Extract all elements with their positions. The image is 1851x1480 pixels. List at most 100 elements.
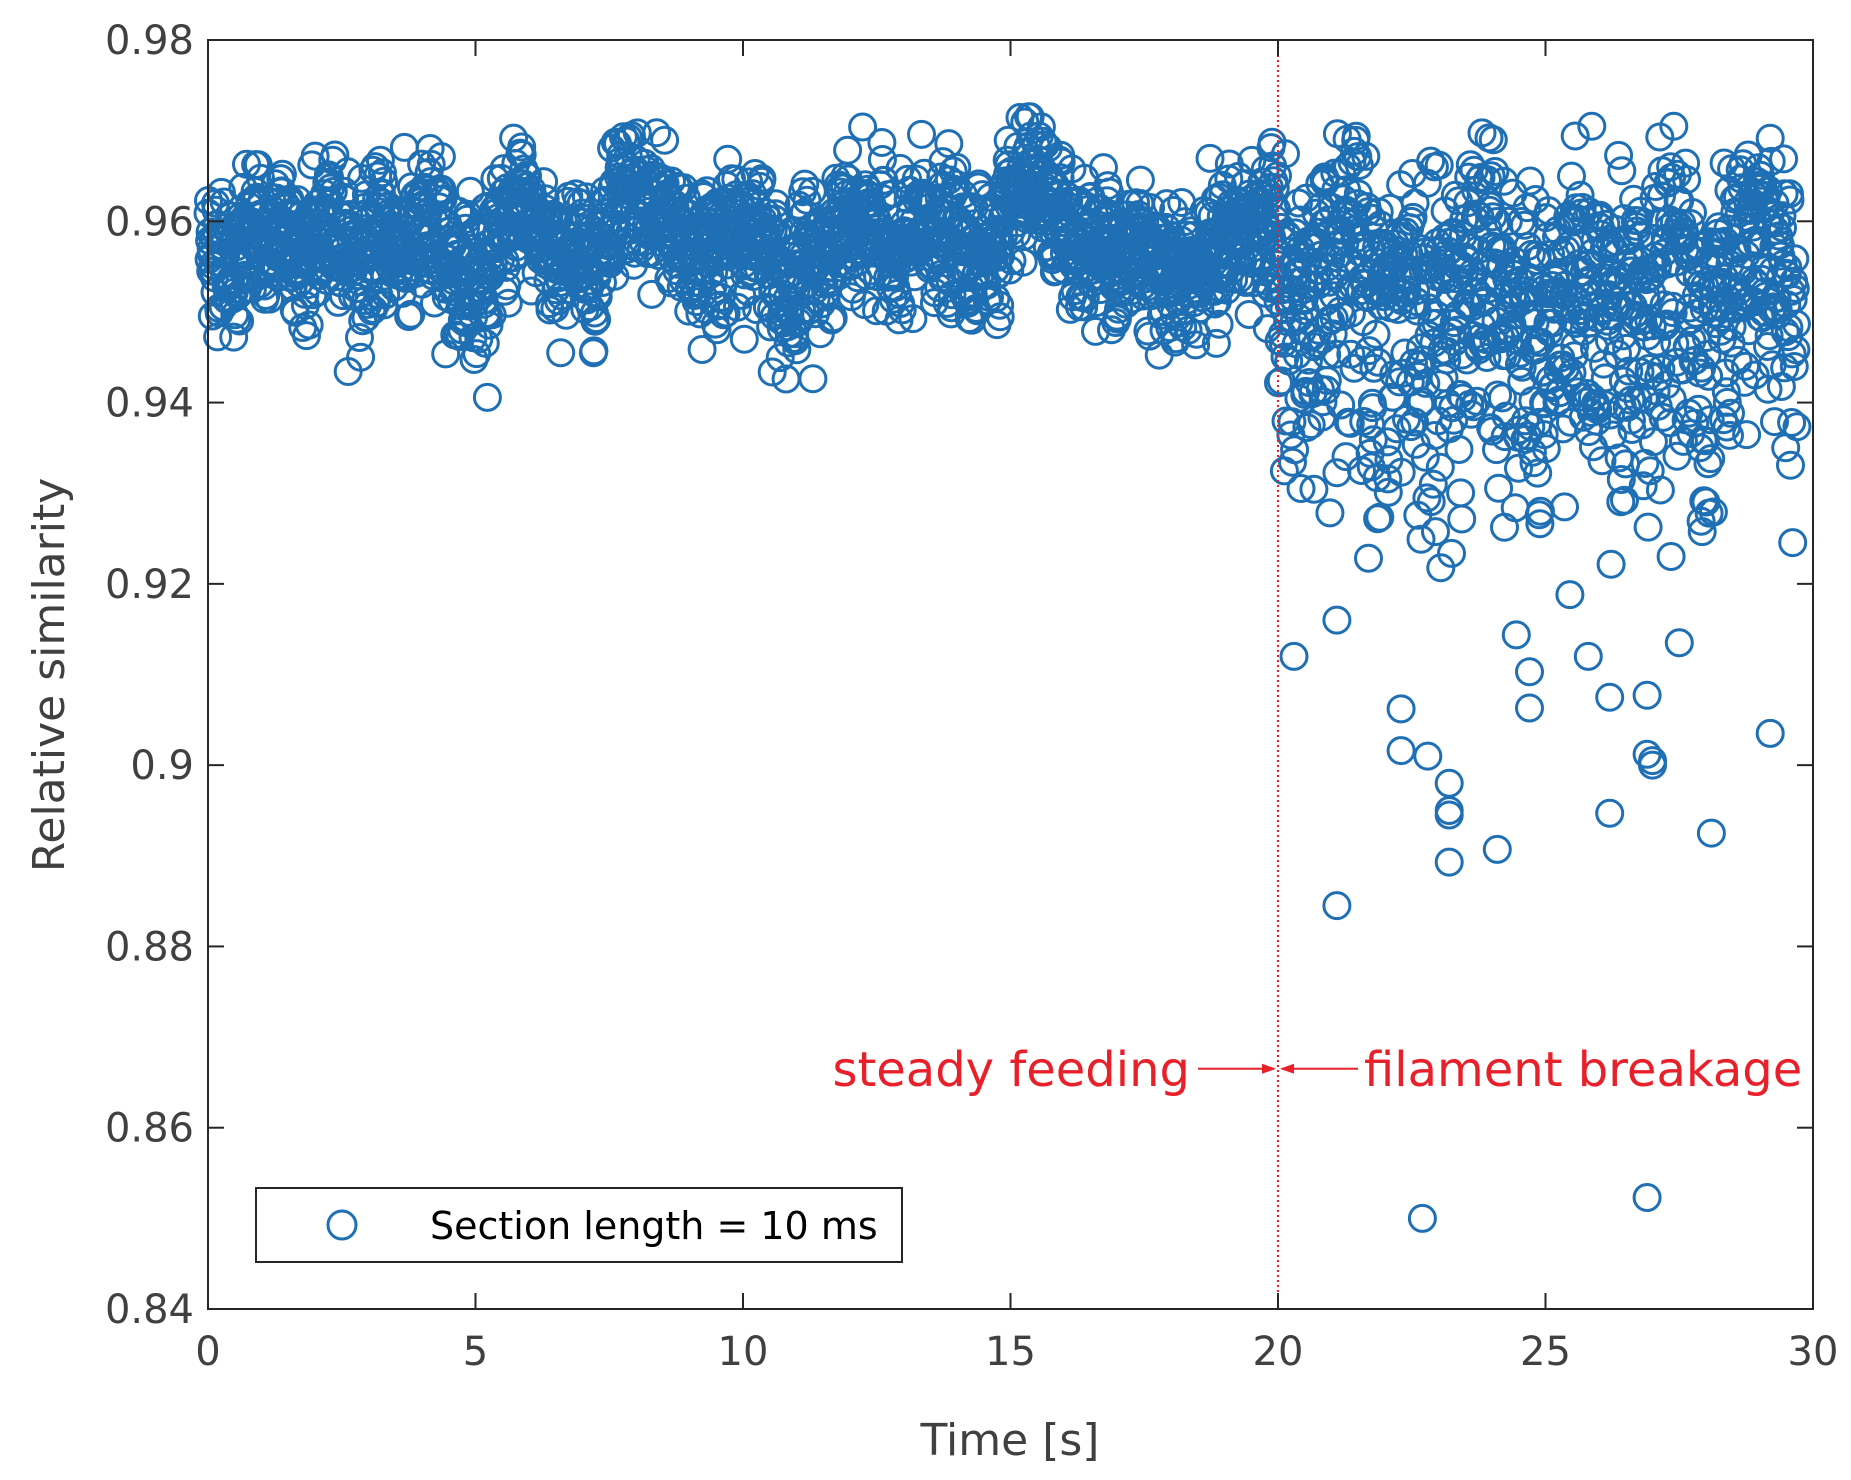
scatter-point <box>878 284 908 314</box>
scatter-point <box>761 189 791 219</box>
scatter-point <box>1760 407 1789 437</box>
annotation-steady-feeding: steady feeding <box>832 1042 1190 1098</box>
scatter-point <box>1437 538 1466 568</box>
scatter-point <box>1294 345 1323 375</box>
scatter-point <box>790 169 820 199</box>
x-tick-label: 15 <box>985 1329 1036 1375</box>
scatter-point <box>1595 798 1625 828</box>
scatter-point <box>1424 150 1454 180</box>
scatter-point <box>650 125 680 155</box>
y-tick-label: 0.86 <box>105 1106 194 1152</box>
scatter-point <box>642 118 672 148</box>
scatter-point <box>346 342 376 372</box>
scatter-point <box>1478 202 1508 232</box>
x-axis: 0 5 10 15 20 25 30 <box>195 40 1838 1375</box>
scatter-point <box>1715 420 1744 450</box>
scatter-point <box>757 357 787 387</box>
y-tick-label: 0.9 <box>130 743 194 789</box>
scatter-point <box>1260 173 1290 202</box>
scatter-point <box>1472 343 1502 372</box>
scatter-point <box>1716 398 1745 428</box>
scatter-point <box>1525 509 1555 539</box>
scatter-point <box>579 336 609 366</box>
scatter-point <box>1768 213 1797 243</box>
scatter-point <box>1701 309 1731 339</box>
scatter-point <box>1695 405 1725 435</box>
scatter-point <box>1326 390 1356 420</box>
scatter-point <box>898 304 928 334</box>
scatter-point <box>867 128 897 157</box>
scatter-point <box>1515 693 1544 723</box>
scatter-point <box>797 176 827 206</box>
scatter-point <box>1501 620 1531 650</box>
scatter-point <box>1026 112 1056 142</box>
scatter-point <box>1482 834 1512 864</box>
scatter-point <box>1612 333 1642 363</box>
scatter-point <box>1577 111 1607 141</box>
scatter-point <box>1678 198 1707 227</box>
scatter-point <box>1510 406 1540 436</box>
scatter-point <box>1335 408 1365 438</box>
scatter-point <box>1711 377 1741 407</box>
scatter-point <box>1610 485 1639 515</box>
scatter-point <box>1777 339 1807 369</box>
scatter-point <box>1434 800 1464 830</box>
scatter-point <box>1432 345 1462 375</box>
scatter-point <box>1779 352 1809 381</box>
scatter-point <box>687 335 717 364</box>
scatter-point <box>366 178 396 208</box>
legend-box <box>255 1187 903 1263</box>
scatter-point <box>1607 156 1637 186</box>
scatter-point <box>1311 375 1341 405</box>
scatter-point <box>1279 641 1309 671</box>
scatter-point <box>1756 146 1786 176</box>
scatter-point <box>1365 502 1395 532</box>
y-tick-label: 0.96 <box>105 199 194 245</box>
scatter-point <box>1529 420 1559 450</box>
scatter-point <box>365 145 395 175</box>
scatter-point <box>416 149 446 179</box>
scatter-point <box>669 173 699 203</box>
scatter-point <box>1478 125 1508 155</box>
scatter-point <box>396 299 426 329</box>
y-tick-label: 0.98 <box>105 18 194 64</box>
scatter-point <box>1444 435 1474 464</box>
scatter-point <box>426 142 456 172</box>
scatter-point <box>1312 366 1342 395</box>
scatter-point <box>1692 340 1722 369</box>
scatter-point <box>1560 331 1590 361</box>
scatter-point <box>1286 474 1316 503</box>
legend-marker <box>326 1209 358 1241</box>
scatter-point <box>345 323 374 352</box>
scatter-point <box>1696 444 1726 474</box>
scatter-point <box>1434 847 1464 877</box>
scatter-point <box>1418 469 1448 499</box>
scatter-point <box>1490 422 1520 452</box>
scatter-point <box>1628 471 1658 501</box>
scatter-point <box>1762 208 1792 238</box>
scatter-point <box>1547 257 1577 287</box>
scatter-point <box>729 324 759 354</box>
scatter-point <box>1780 273 1810 303</box>
scatter-point <box>1780 244 1810 274</box>
scatter-point <box>1656 542 1686 571</box>
scatter-point <box>1311 287 1341 317</box>
scatter-point <box>1755 718 1785 748</box>
scatter-point <box>1766 372 1796 401</box>
scatter-point <box>1195 143 1225 173</box>
scatter-point <box>1723 345 1753 375</box>
scatter-point <box>203 322 233 352</box>
scatter-point <box>1555 580 1585 610</box>
scatter-point <box>887 295 917 325</box>
scatter-point <box>1694 361 1724 391</box>
scatter-point <box>507 140 537 169</box>
scatter-point <box>1755 123 1785 153</box>
scatter-point <box>1125 165 1155 195</box>
scatter-point <box>1411 368 1441 398</box>
scatter-point <box>1373 477 1403 507</box>
scatter-point <box>300 141 330 171</box>
scatter-point <box>1561 309 1591 338</box>
scatter-point <box>571 182 601 212</box>
scatter-point <box>1404 349 1434 379</box>
